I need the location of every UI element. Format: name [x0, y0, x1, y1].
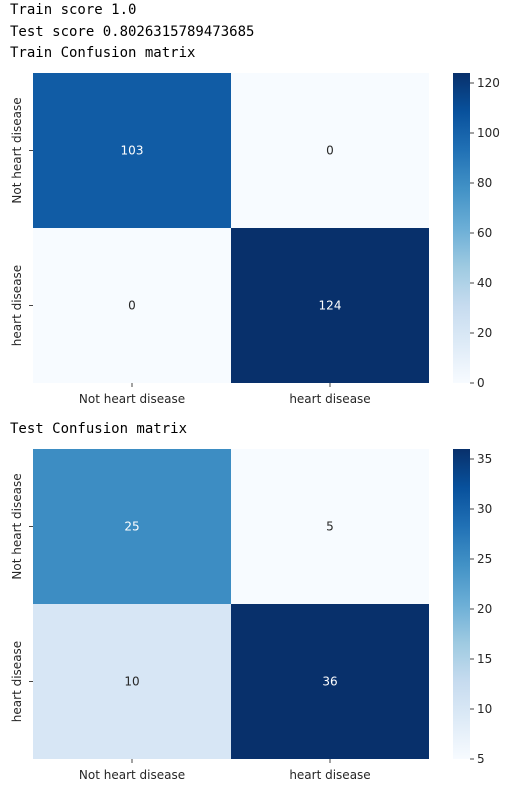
- test-colorbar-tick-label: 15: [477, 652, 492, 666]
- test-cell-r0-c1: [231, 449, 429, 604]
- train-cell-label-r1-c0: 0: [128, 299, 136, 313]
- test-cell-label-r0-c0: 25: [124, 520, 139, 534]
- train-colorbar-tick-label: 80: [477, 176, 492, 190]
- test-colorbar: [453, 449, 470, 759]
- train-cell-r1-c1: [231, 228, 429, 383]
- train-score-text: Train score 1.0: [10, 2, 137, 18]
- train-cell-r1-c0: [33, 228, 231, 383]
- train-cell-r0-c1: [231, 73, 429, 228]
- train-colorbar-tick-label: 60: [477, 226, 492, 240]
- train-matrix-title: Train Confusion matrix: [10, 45, 196, 61]
- train-colorbar-tick-label: 100: [477, 126, 500, 140]
- test-matrix-title: Test Confusion matrix: [10, 421, 188, 437]
- test-score-text: Test score 0.8026315789473685: [10, 24, 255, 40]
- train-colorbar: [453, 73, 470, 383]
- test-confusion-matrix: 25 5 10 36 Not heart disease heart disease Not…: [10, 449, 492, 782]
- test-y-tick-label: Not heart disease: [10, 473, 24, 579]
- test-cell-r0-c0: [33, 449, 231, 604]
- test-colorbar-tick-label: 20: [477, 602, 492, 616]
- test-colorbar-tick-label: 10: [477, 702, 492, 716]
- train-cell-label-r0-c0: 103: [121, 144, 144, 158]
- train-colorbar-tick-label: 120: [477, 76, 500, 90]
- test-cell-label-r0-c1: 5: [326, 520, 334, 534]
- test-colorbar-tick-label: 35: [477, 452, 492, 466]
- train-y-tick-label: heart disease: [10, 265, 24, 346]
- test-cell-label-r1-c1: 36: [322, 675, 337, 689]
- test-cell-label-r1-c0: 10: [124, 675, 139, 689]
- train-x-tick-label: heart disease: [289, 392, 370, 406]
- train-confusion-matrix: 103 0 0 124 Not heart disease heart disease No…: [10, 73, 500, 406]
- train-cell-r0-c0: [33, 73, 231, 228]
- train-colorbar-tick-label: 40: [477, 276, 492, 290]
- test-cell-r1-c0: [33, 604, 231, 759]
- test-x-tick-label: Not heart disease: [79, 768, 185, 782]
- train-cell-label-r0-c1: 0: [326, 144, 334, 158]
- train-colorbar-tick-label: 0: [477, 376, 485, 390]
- train-y-tick-label: Not heart disease: [10, 97, 24, 203]
- test-cell-r1-c1: [231, 604, 429, 759]
- train-colorbar-tick-label: 20: [477, 326, 492, 340]
- test-x-tick-label: heart disease: [289, 768, 370, 782]
- train-cell-label-r1-c1: 124: [319, 299, 342, 313]
- test-colorbar-tick-label: 5: [477, 752, 485, 766]
- test-y-tick-label: heart disease: [10, 641, 24, 722]
- test-colorbar-tick-label: 25: [477, 552, 492, 566]
- test-colorbar-tick-label: 30: [477, 502, 492, 516]
- train-x-tick-label: Not heart disease: [79, 392, 185, 406]
